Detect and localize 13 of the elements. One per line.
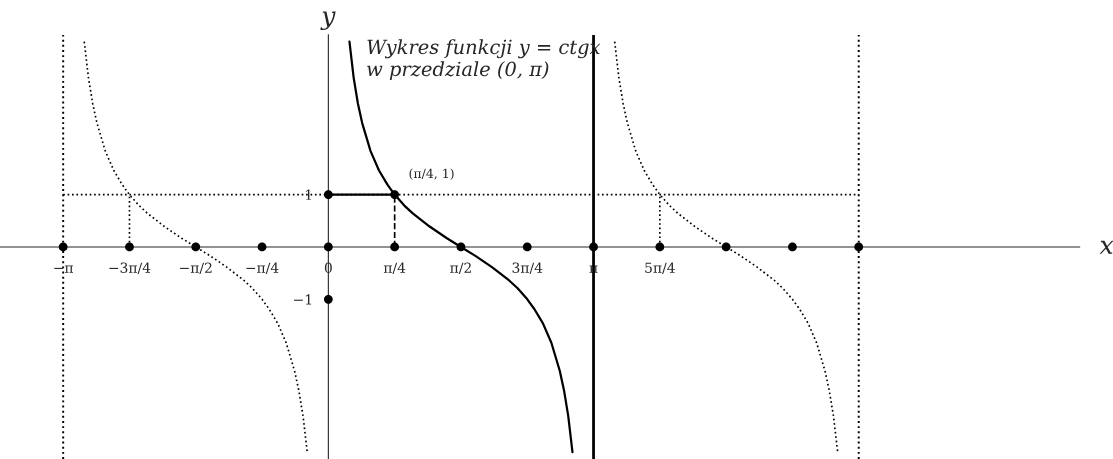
annotation: (π/4, 1) xyxy=(409,168,454,180)
y-axis-title: y xyxy=(320,11,336,31)
x-axis-title: x xyxy=(1099,240,1113,254)
x-tick-label: π/4 xyxy=(383,262,406,275)
y-tick-label: 1 xyxy=(305,189,312,200)
x-tick-label: −π xyxy=(54,265,74,273)
x-tick-label: π/2 xyxy=(450,262,471,275)
x-tick-label: 5π/4 xyxy=(645,262,675,275)
x-tick-label: −π/4 xyxy=(246,262,279,275)
x-tick-label: 3π/4 xyxy=(512,262,543,275)
x-tick-label: −3π/4 xyxy=(109,262,151,275)
y-tick-label: −1 xyxy=(294,294,312,305)
x-tick-label: −π/2 xyxy=(180,262,212,275)
